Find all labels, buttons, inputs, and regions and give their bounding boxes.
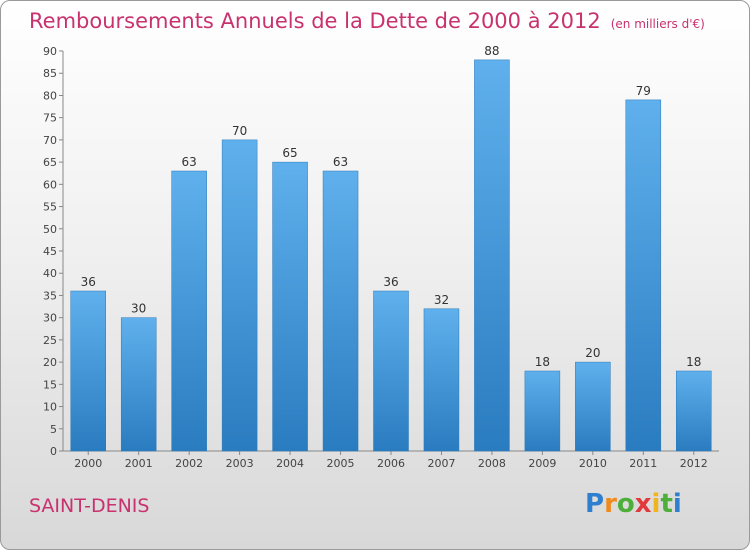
- y-tick-label: 60: [43, 178, 57, 191]
- x-tick-label-2009: 2009: [528, 457, 556, 470]
- y-tick-label: 40: [43, 267, 57, 280]
- y-tick-label: 25: [43, 334, 57, 347]
- bar-2011: [625, 99, 662, 452]
- x-tick-label-2010: 2010: [579, 457, 607, 470]
- x-tick-label-2003: 2003: [226, 457, 254, 470]
- bar-2000: [70, 290, 106, 452]
- chart-labels: 36 2000 30 2001 63 2002 70 2003 65 2004 63 2005 36 20…: [74, 44, 708, 470]
- bar-2012: [676, 370, 712, 452]
- logo-letter: t: [660, 489, 673, 519]
- y-tick-label: 70: [43, 134, 57, 147]
- bar-2010: [575, 361, 611, 452]
- chart-subtitle: (en milliers d'€): [610, 17, 705, 31]
- data-label-2004: 65: [282, 146, 297, 160]
- data-label-2002: 63: [182, 155, 197, 169]
- y-tick-label: 5: [50, 423, 57, 436]
- chart-title: Remboursements Annuels de la Dette de 20…: [29, 9, 705, 33]
- data-label-2006: 36: [383, 275, 398, 289]
- data-label-2008: 88: [484, 44, 499, 58]
- logo-letter: x: [634, 489, 652, 519]
- data-label-2000: 36: [81, 275, 96, 289]
- x-tick-label-2011: 2011: [629, 457, 657, 470]
- y-tick-label: 85: [43, 67, 57, 80]
- y-tick-label: 75: [43, 112, 57, 125]
- x-tick-label-2001: 2001: [125, 457, 153, 470]
- bar-2007: [423, 308, 460, 452]
- logo-letter: o: [616, 489, 635, 519]
- data-label-2007: 32: [434, 293, 449, 307]
- logo-letter: i: [651, 489, 661, 519]
- y-tick-label: 90: [43, 45, 57, 58]
- data-label-2011: 79: [636, 84, 651, 98]
- data-label-2001: 30: [131, 302, 146, 316]
- x-tick-label-2005: 2005: [327, 457, 355, 470]
- y-tick-label: 50: [43, 223, 57, 236]
- logo-letter: r: [604, 489, 617, 519]
- y-tick-label: 65: [43, 156, 57, 169]
- x-tick-label-2008: 2008: [478, 457, 506, 470]
- logo-letter: P: [585, 489, 605, 519]
- x-tick-label-2007: 2007: [427, 457, 455, 470]
- chart-axes: 0 5 10 15 20 25 30 35 40 45 50 55 60 65 70 75 80 85 90: [43, 45, 719, 458]
- x-tick-label-2012: 2012: [680, 457, 708, 470]
- x-tick-label-2000: 2000: [74, 457, 102, 470]
- chart-bars: [70, 59, 712, 452]
- bar-2008: [474, 59, 510, 452]
- y-tick-label: 0: [50, 445, 57, 458]
- bar-2009: [524, 370, 561, 452]
- data-label-2010: 20: [585, 346, 600, 360]
- data-label-2003: 70: [232, 124, 247, 138]
- bar-2003: [221, 139, 258, 452]
- y-tick-label: 10: [43, 401, 57, 414]
- commune-name: SAINT-DENIS: [29, 495, 150, 517]
- y-tick-label: 20: [43, 356, 57, 369]
- y-tick-label: 55: [43, 201, 57, 214]
- bar-2001: [120, 317, 157, 452]
- y-tick-label: 30: [43, 312, 57, 325]
- y-tick-label: 80: [43, 89, 57, 102]
- data-label-2012: 18: [686, 355, 701, 369]
- x-tick-label-2006: 2006: [377, 457, 405, 470]
- logo-letter: i: [672, 489, 682, 519]
- y-tick-label: 45: [43, 245, 57, 258]
- y-tick-label: 35: [43, 289, 57, 302]
- bar-2006: [373, 290, 409, 452]
- data-label-2009: 18: [535, 355, 550, 369]
- proxiti-logo: Proxiti: [585, 489, 682, 519]
- bar-2004: [272, 161, 308, 452]
- data-label-2005: 63: [333, 155, 348, 169]
- bar-2005: [322, 170, 359, 452]
- x-tick-label-2004: 2004: [276, 457, 304, 470]
- bar-2002: [171, 170, 207, 452]
- x-tick-label-2002: 2002: [175, 457, 203, 470]
- y-tick-label: 15: [43, 378, 57, 391]
